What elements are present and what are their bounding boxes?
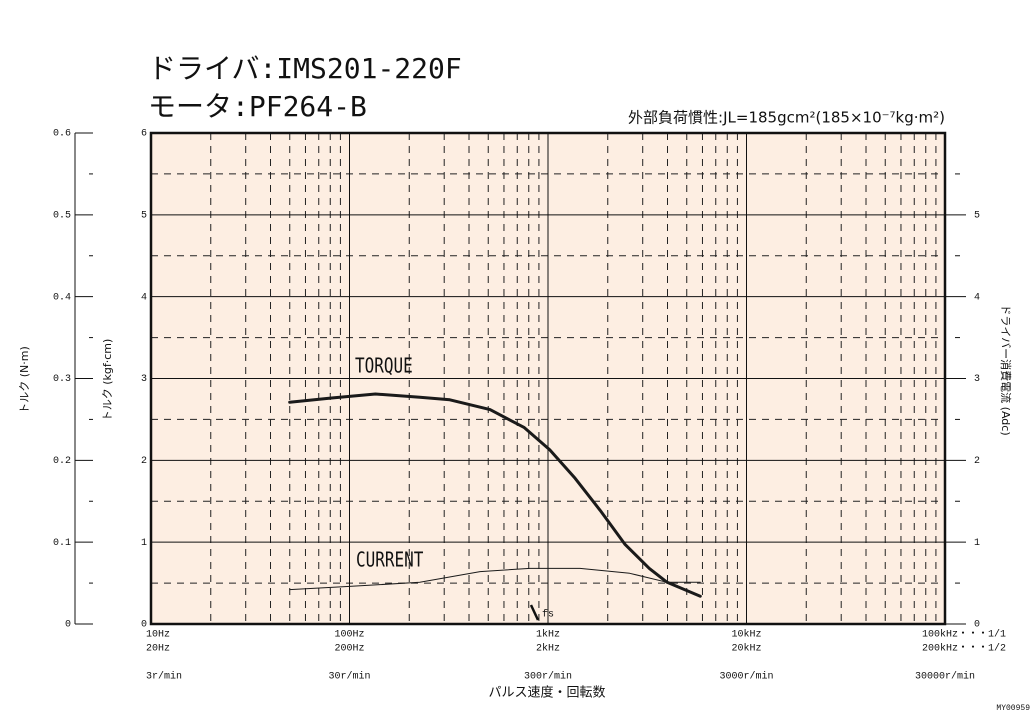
- y2-tick-label: 1: [974, 538, 980, 549]
- annotation-marker: [529, 604, 540, 621]
- y-tick-label: 6: [141, 129, 147, 140]
- figure-code: MY00959: [996, 704, 1030, 713]
- y-outer-tick-label: 0.3: [53, 374, 71, 385]
- series-line-1: [289, 567, 701, 591]
- y-axis-label: トルク (kgf·cm): [101, 339, 114, 422]
- x-tick-label: 100Hz: [334, 630, 364, 641]
- x-tick-label: 10kHz: [731, 629, 761, 641]
- y-tick-label: 3: [141, 374, 147, 385]
- x-tick-label-2: 20kHz: [731, 643, 761, 655]
- y2-tick-label: 5: [974, 210, 980, 221]
- series-label: TORQUE: [355, 355, 413, 378]
- series-label: CURRENT: [356, 549, 424, 572]
- y-outer-tick-label: 0.6: [53, 129, 71, 140]
- y2-tick-label: 3: [974, 374, 980, 385]
- y-tick-label: 2: [141, 456, 147, 467]
- annotation-label: fs: [542, 609, 554, 621]
- y2-tick-label: 2: [974, 456, 980, 467]
- x-rpm-label: 3r/min: [146, 671, 182, 683]
- x-rpm-label: 30000r/min: [915, 671, 975, 683]
- y-tick-label: 5: [141, 210, 147, 221]
- y-outer-tick-label: 0.4: [53, 292, 71, 303]
- chart-title: ドライバ:IMS201-220F: [148, 52, 462, 85]
- x-tick-label-2: 2kHz: [536, 643, 560, 655]
- x-tick-label: 1kHz: [536, 629, 560, 641]
- x-tick-label: 10Hz: [146, 630, 170, 641]
- y2-tick-label: 0: [974, 620, 980, 631]
- y-outer-tick-label: 0.1: [53, 538, 71, 549]
- x-rpm-label: 30r/min: [328, 671, 370, 683]
- x-tick-label: 100kHz・・・1/1: [922, 629, 1006, 641]
- x-axis-label: パルス速度・回転数: [488, 685, 605, 701]
- x-rpm-label: 300r/min: [524, 671, 572, 683]
- x-tick-label-2: 200kHz・・・1/2: [922, 643, 1006, 655]
- chart-subtitle: 外部負荷慣性:JL=185gcm²(185×10⁻⁷kg·m²): [628, 109, 945, 127]
- series-line-0: [288, 392, 702, 598]
- y2-axis-label: ドライバー消費電流 (Adc): [999, 304, 1013, 435]
- y-outer-axis-label: トルク (N·m): [18, 346, 31, 414]
- chart-title-line2: モータ:PF264-B: [148, 90, 367, 123]
- y-tick-label: 0: [141, 620, 147, 631]
- y-tick-label: 4: [141, 292, 147, 303]
- y-outer-tick-label: 0.2: [53, 456, 71, 467]
- y-outer-tick-label: 0: [65, 620, 71, 631]
- y-outer-tick-label: 0.5: [53, 210, 71, 221]
- x-rpm-label: 3000r/min: [719, 671, 773, 683]
- y2-tick-label: 4: [974, 292, 980, 303]
- x-tick-label-2: 20Hz: [146, 644, 170, 655]
- y-tick-label: 1: [141, 538, 147, 549]
- x-tick-label-2: 200Hz: [334, 644, 364, 655]
